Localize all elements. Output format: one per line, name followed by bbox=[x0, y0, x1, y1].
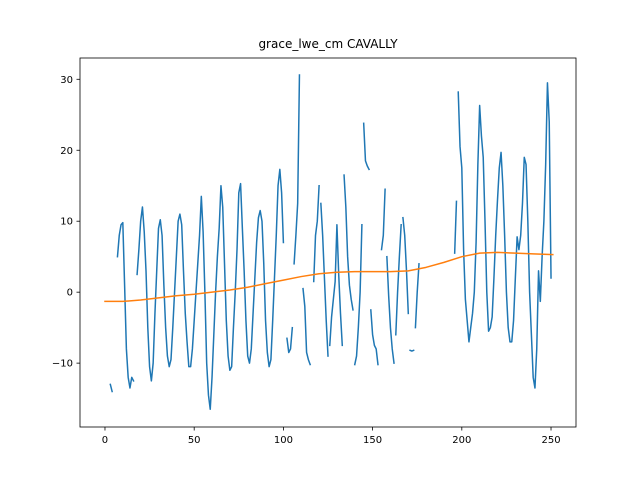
x-tick-label: 250 bbox=[541, 435, 560, 446]
y-tick-label: 0 bbox=[67, 288, 73, 299]
x-tick-label: 150 bbox=[363, 435, 382, 446]
x-tick-label: 0 bbox=[102, 435, 108, 446]
series-0-segment-17 bbox=[410, 350, 414, 351]
y-tick-label: 10 bbox=[60, 217, 73, 228]
y-tick-label: 20 bbox=[60, 146, 73, 157]
x-tick-label: 50 bbox=[188, 435, 201, 446]
y-tick-label: 30 bbox=[60, 75, 73, 86]
x-tick-label: 200 bbox=[452, 435, 471, 446]
chart-title: grace_lwe_cm CAVALLY bbox=[258, 37, 398, 51]
y-tick-label: −10 bbox=[52, 359, 73, 370]
x-tick-label: 100 bbox=[274, 435, 293, 446]
